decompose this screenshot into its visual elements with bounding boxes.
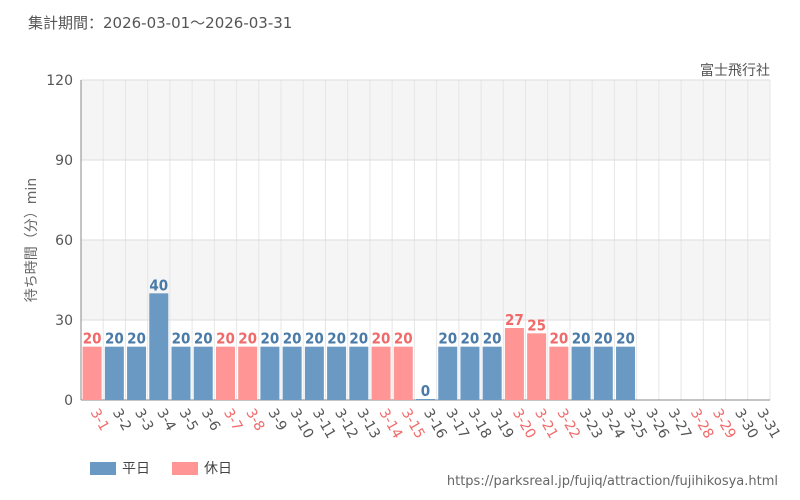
bar-3-14 xyxy=(371,346,391,400)
source-url[interactable]: https://parksreal.jp/fujiq/attraction/fu… xyxy=(446,474,778,489)
y-tick-label: 30 xyxy=(55,313,73,329)
bar-3-18 xyxy=(460,346,480,400)
data-label-3-20: 27 xyxy=(505,311,524,329)
bar-3-25 xyxy=(616,346,636,400)
data-label-3-22: 20 xyxy=(549,330,568,348)
y-tick-label: 90 xyxy=(55,153,73,169)
data-label-3-8: 20 xyxy=(238,330,257,348)
plot-band xyxy=(81,160,770,240)
legend-weekday-label: 平日 xyxy=(122,461,150,477)
bar-3-10 xyxy=(282,346,302,400)
data-label-3-3: 20 xyxy=(127,330,146,348)
legend-weekday: 平日 xyxy=(90,458,150,478)
bar-3-11 xyxy=(304,346,324,400)
plot-band xyxy=(81,240,770,320)
bar-3-24 xyxy=(593,346,613,400)
data-label-3-10: 20 xyxy=(283,330,302,348)
x-tick-label-3-2: 3-2 xyxy=(109,406,134,434)
x-tick-label-3-8: 3-8 xyxy=(242,406,267,434)
bar-3-7 xyxy=(215,346,235,400)
attraction-name: 富士飛行社 xyxy=(700,63,770,79)
bar-3-5 xyxy=(171,346,191,400)
legend-holiday-swatch xyxy=(172,461,198,475)
data-label-3-2: 20 xyxy=(105,330,124,348)
data-label-3-6: 20 xyxy=(194,330,213,348)
legend-holiday-label: 休日 xyxy=(204,461,232,477)
data-label-3-25: 20 xyxy=(616,330,635,348)
bar-3-20 xyxy=(504,328,524,400)
data-label-3-18: 20 xyxy=(461,330,480,348)
data-label-3-13: 20 xyxy=(349,330,368,348)
bar-3-21 xyxy=(527,333,547,400)
period-label: 集計期間：2026-03-01～2026-03-31 xyxy=(28,14,293,32)
bar-3-17 xyxy=(438,346,458,400)
data-label-3-9: 20 xyxy=(261,330,280,348)
bar-3-2 xyxy=(104,346,124,400)
data-label-3-7: 20 xyxy=(216,330,235,348)
y-tick-label: 0 xyxy=(64,393,73,409)
data-label-3-15: 20 xyxy=(394,330,413,348)
x-tick-label-3-6: 3-6 xyxy=(198,406,223,434)
x-tick-label-3-4: 3-4 xyxy=(153,406,178,434)
data-label-3-5: 20 xyxy=(172,330,191,348)
data-label-3-21: 25 xyxy=(527,316,546,334)
legend-holiday: 休日 xyxy=(172,458,232,478)
y-axis-label: 待ち時間（分）min xyxy=(24,178,40,302)
bar-3-1 xyxy=(82,346,102,400)
data-label-3-23: 20 xyxy=(572,330,591,348)
y-tick-label: 60 xyxy=(55,233,73,249)
x-tick-label-3-7: 3-7 xyxy=(220,406,245,434)
bar-3-23 xyxy=(571,346,591,400)
legend-weekday-swatch xyxy=(90,461,116,475)
bar-3-19 xyxy=(482,346,502,400)
data-label-3-1: 20 xyxy=(83,330,102,348)
bar-3-8 xyxy=(238,346,258,400)
bar-3-6 xyxy=(193,346,213,400)
data-label-3-4: 40 xyxy=(149,276,168,294)
bar-3-15 xyxy=(393,346,413,400)
data-label-3-11: 20 xyxy=(305,330,324,348)
data-label-3-12: 20 xyxy=(327,330,346,348)
bar-3-22 xyxy=(549,346,569,400)
x-tick-label-3-5: 3-5 xyxy=(176,406,201,434)
bar-3-13 xyxy=(349,346,369,400)
x-tick-label-3-9: 3-9 xyxy=(264,406,289,434)
data-label-3-16: 0 xyxy=(421,382,430,400)
bar-3-16 xyxy=(416,399,435,400)
data-label-3-14: 20 xyxy=(372,330,391,348)
data-label-3-19: 20 xyxy=(483,330,502,348)
bar-3-3 xyxy=(127,346,147,400)
bar-3-4 xyxy=(149,293,169,400)
bar-3-9 xyxy=(260,346,280,400)
x-tick-label-3-3: 3-3 xyxy=(131,406,156,434)
y-tick-label: 120 xyxy=(46,73,73,89)
bar-3-12 xyxy=(327,346,347,400)
data-label-3-17: 20 xyxy=(438,330,457,348)
legend: 平日 休日 xyxy=(90,458,232,478)
x-tick-label-3-1: 3-1 xyxy=(87,406,112,434)
data-label-3-24: 20 xyxy=(594,330,613,348)
plot-band xyxy=(81,80,770,160)
x-tick-label-3-31: 3-31 xyxy=(753,406,783,442)
